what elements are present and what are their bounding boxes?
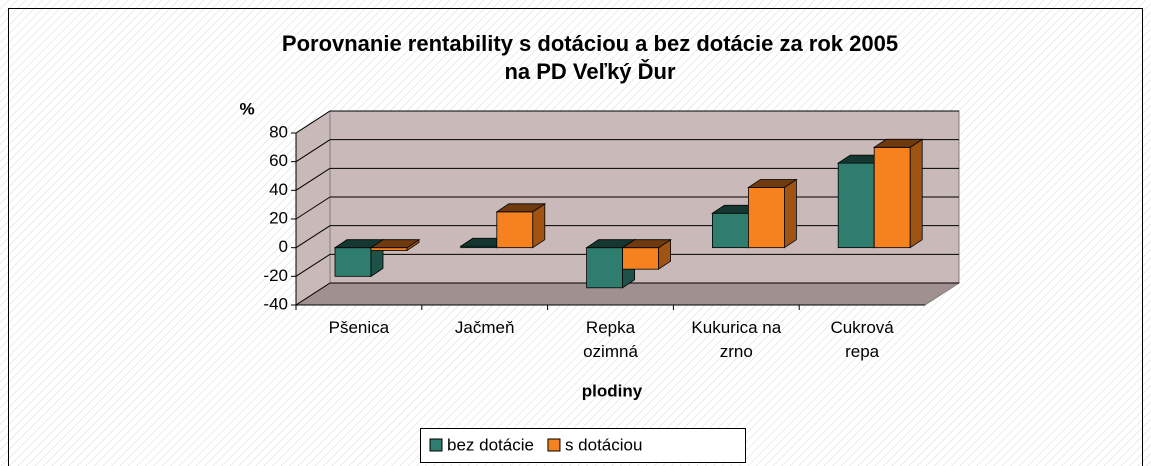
y-tick-label: 20	[269, 208, 288, 227]
y-tick-label: 80	[269, 122, 288, 141]
x-tick-label: Pšenica	[328, 318, 390, 337]
bar	[712, 212, 749, 249]
bar-top-shade	[496, 203, 545, 212]
bar-side-shade	[784, 179, 797, 248]
chart-title: Porovnanie rentability s dotáciou a bez …	[282, 31, 898, 56]
bar	[334, 247, 372, 277]
grid-line	[295, 167, 331, 191]
legend-swatch	[547, 438, 561, 452]
bar-side-shade	[910, 139, 923, 248]
bar-side-shade	[407, 239, 419, 251]
bar-top-shade	[335, 239, 383, 248]
grid-line	[295, 196, 331, 220]
y-tick-label: 40	[269, 180, 288, 199]
bar	[496, 211, 534, 249]
x-tick-label: Kukurica na zrno	[691, 318, 782, 361]
grid-line	[295, 253, 331, 277]
bar-side-shade	[658, 239, 671, 270]
bar	[748, 187, 785, 249]
grid-line	[295, 139, 331, 163]
bar-side-shade	[532, 203, 545, 248]
x-tick-label: Repka ozimná	[583, 318, 638, 361]
x-tick-label: Jačmeň	[454, 318, 515, 337]
x-axis-label: plodiny	[582, 381, 643, 400]
legend-label: s dotáciou	[565, 435, 643, 454]
chart-title: na PD Veľký Ďur	[504, 59, 676, 84]
grid-line	[295, 282, 331, 306]
legend-label: bez dotácie	[447, 435, 534, 454]
bar-top-shade	[622, 239, 671, 248]
bar-top-shade	[874, 139, 923, 148]
floor	[294, 282, 961, 306]
x-tick-label: Cukrová repa	[830, 318, 894, 361]
legend	[420, 428, 746, 463]
bar-top-shade	[748, 179, 797, 188]
grid-line	[295, 225, 331, 249]
bar-top-shade	[586, 239, 635, 248]
frame	[8, 8, 1143, 466]
y-tick-label: 0	[279, 237, 288, 256]
bar	[873, 146, 911, 249]
bar-top-shade	[371, 239, 419, 248]
bar	[370, 247, 408, 251]
grid-line	[295, 110, 331, 134]
bar	[586, 247, 623, 289]
y-axis-label: %	[239, 99, 254, 118]
y-tick-label: 60	[269, 151, 288, 170]
bar	[837, 162, 875, 249]
y-tick-label: -40	[263, 294, 288, 313]
y-tick-label: -20	[263, 266, 288, 285]
bar	[622, 247, 659, 270]
legend-swatch	[429, 438, 443, 452]
